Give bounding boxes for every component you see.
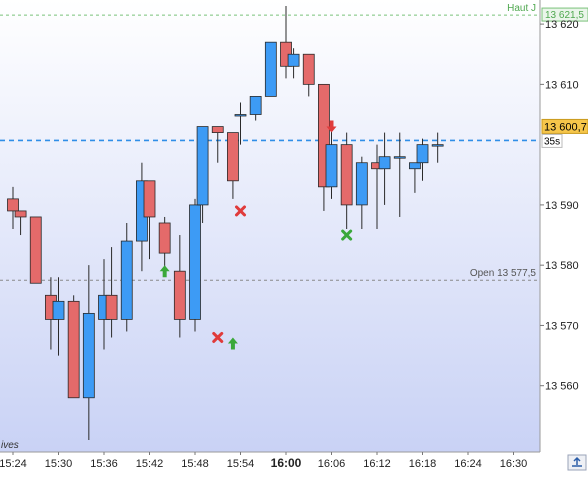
candle-down <box>14 210 27 218</box>
y-axis-panel <box>540 0 588 472</box>
y-tick-label: 13 590 <box>545 200 579 212</box>
x-tick-label: 15:48 <box>181 458 209 470</box>
candle-down <box>67 300 80 399</box>
candle-up <box>120 240 133 320</box>
y-tick-label: 13 610 <box>545 79 579 91</box>
last-price-label: 13 600,7 <box>544 121 587 133</box>
x-tick-label: 16:06 <box>318 458 346 470</box>
x-tick-label: 16:24 <box>454 458 482 470</box>
reference-line-label: Haut J <box>507 3 536 14</box>
candle-down <box>158 222 171 254</box>
candle-down <box>340 144 353 206</box>
x-axis-ticks: 15:24 15:30 15:36 15:42 15:48 15:54 16:00 16:06… <box>0 452 527 470</box>
candle-up <box>196 126 209 206</box>
x-tick-label: 15:30 <box>45 458 73 470</box>
candle-down <box>7 198 19 212</box>
scroll-corner-button[interactable] <box>567 454 587 471</box>
candle-down <box>302 53 315 85</box>
x-tick-label: 16:18 <box>409 458 437 470</box>
reference-lines: Haut J 13 621,5 Open 13 577,5 <box>0 3 588 281</box>
candle-down <box>143 180 156 218</box>
candle-up <box>378 156 391 170</box>
candle-up <box>416 144 429 164</box>
buy-arrow-marker <box>227 337 238 350</box>
candles <box>7 6 444 440</box>
x-tick-label: 16:00 <box>271 456 302 470</box>
reference-line-label: Open 13 577,5 <box>470 268 537 279</box>
candle-up <box>189 204 201 320</box>
price-overlays: 13 600,7 35s <box>541 118 588 148</box>
x-tick-label: 15:42 <box>136 458 164 470</box>
sell-arrow-marker <box>326 120 337 133</box>
candle-up <box>249 96 262 115</box>
x-tick-label: 15:54 <box>227 458 255 470</box>
candle-up <box>287 53 300 67</box>
x-tick-label: 16:30 <box>500 458 528 470</box>
candle-down <box>211 126 224 133</box>
countdown-box <box>541 133 563 148</box>
sell-cross-marker <box>235 205 246 217</box>
sell-cross-marker <box>212 331 224 343</box>
y-tick-label: 13 580 <box>545 260 579 272</box>
y-axis-ticks: 13 560 13 570 13 580 13 590 13 610 13 620 <box>540 19 579 393</box>
candle-down <box>318 83 330 188</box>
candle-down <box>227 132 239 182</box>
reference-value-box <box>541 7 588 22</box>
candle-down <box>29 216 42 284</box>
buy-arrow-marker <box>159 265 170 278</box>
candle-up <box>325 144 338 188</box>
y-tick-label: 13 560 <box>545 381 579 393</box>
x-tick-label: 16:12 <box>363 458 391 470</box>
candle-down <box>173 270 186 320</box>
x-tick-label: 15:36 <box>90 458 118 470</box>
reference-value-label: 13 621,5 <box>545 10 584 21</box>
y-tick-label: 13 620 <box>545 19 579 31</box>
candle-up <box>431 144 444 147</box>
candle-up <box>264 41 277 97</box>
candle-up <box>234 114 247 117</box>
candle-down <box>105 294 118 320</box>
last-price-tag <box>541 118 588 134</box>
x-tick-label: 15:24 <box>0 458 27 470</box>
buy-cross-marker <box>341 229 353 241</box>
candle-up <box>393 156 406 159</box>
x-axis-panel <box>0 452 540 472</box>
candle-up <box>82 312 95 399</box>
countdown-label: 35s <box>544 136 560 147</box>
y-tick-label: 13 570 <box>545 320 579 332</box>
candle-up <box>409 162 421 170</box>
candle-up <box>52 300 65 320</box>
candle-up <box>355 162 368 206</box>
corner-text: ives <box>1 440 19 451</box>
signal-markers <box>159 120 353 350</box>
